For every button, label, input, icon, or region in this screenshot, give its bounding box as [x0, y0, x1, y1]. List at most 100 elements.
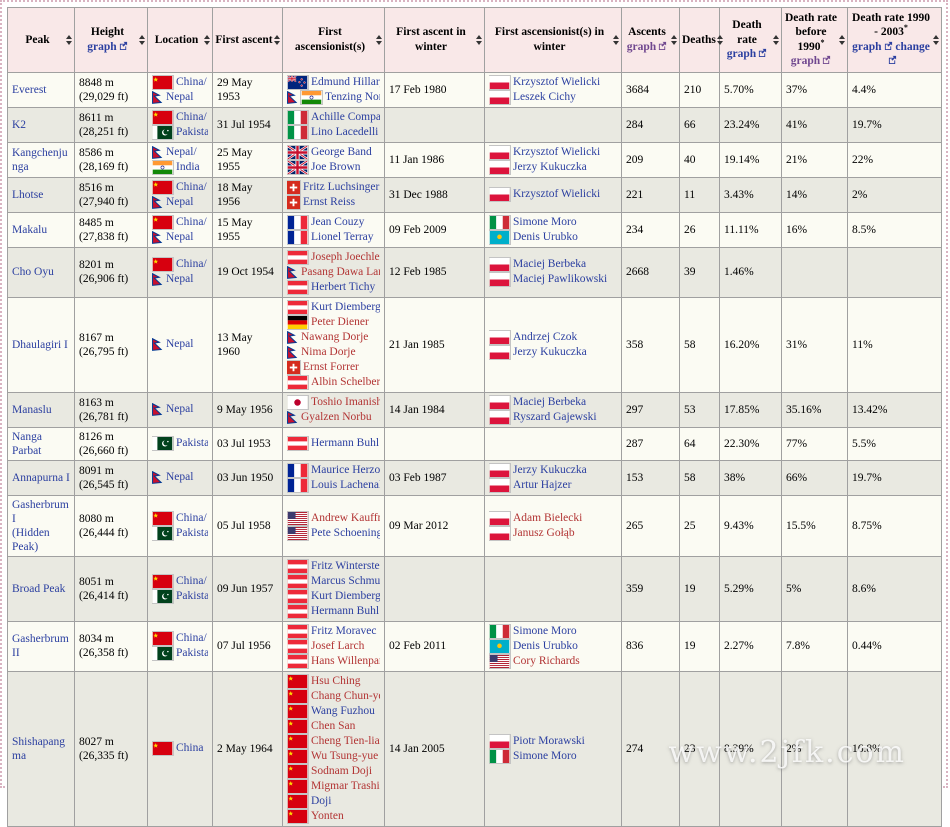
ascensionist-link[interactable]: Peter Diener — [311, 315, 369, 328]
sort-icon[interactable] — [376, 34, 382, 45]
ascensionist-link[interactable]: Simone Moro — [513, 215, 577, 228]
ascensionist-link[interactable]: Maciej Berbeka — [513, 258, 587, 270]
location-link[interactable]: India — [176, 160, 200, 173]
ascensionist-link[interactable]: Louis Lachenal — [311, 478, 380, 491]
location-link[interactable]: Pakistan[11] — [176, 125, 208, 138]
ascensionist-link[interactable]: Wu Tsung-yue — [311, 749, 379, 762]
column-header-first_ascent[interactable]: First ascent — [212, 7, 283, 73]
death_rate_1990_2003-change-link[interactable]: change — [886, 41, 930, 67]
ascensionist-link[interactable]: Lionel Terray — [311, 230, 374, 243]
location-link[interactable]: China/ — [176, 258, 207, 270]
peak-link[interactable]: Gasherbrum I — [12, 498, 69, 525]
ascensionist-link[interactable]: Hans Willenpart — [311, 654, 380, 667]
ascensionist-link[interactable]: Josef Larch — [311, 639, 365, 652]
location-link[interactable]: Nepal — [166, 471, 194, 483]
ascensionist-link[interactable]: Joe Brown — [311, 160, 361, 173]
death_rate_before_1990-graph-link[interactable]: graph — [791, 55, 831, 67]
ascensionist-link[interactable]: Leszek Cichy — [513, 90, 576, 103]
ascensionist-link[interactable]: Chen San — [311, 719, 356, 732]
column-header-ascents[interactable]: Ascents graph — [621, 7, 680, 73]
ascensionist-link[interactable]: Wang Fuzhou — [311, 704, 375, 717]
column-header-first_ascensionists[interactable]: First ascensionist(s) — [282, 7, 385, 73]
ascensionist-link[interactable]: Simone Moro — [513, 749, 577, 762]
sort-icon[interactable] — [66, 34, 72, 45]
ascensionist-link[interactable]: Tenzing Norgay — [325, 90, 380, 103]
location-link[interactable]: China/ — [176, 75, 207, 88]
location-link[interactable]: Pakistan — [176, 437, 208, 449]
column-header-death_rate_before_1990[interactable]: Death rate before 1990* graph — [781, 7, 848, 73]
column-header-winter_ascent[interactable]: First ascent in winter — [384, 7, 485, 73]
death_rate_1990_2003-graph-link[interactable]: graph — [852, 41, 892, 53]
ascensionist-link[interactable]: Denis Urubko — [513, 639, 578, 652]
sort-icon[interactable] — [773, 34, 779, 45]
ascensionist-link[interactable]: Nima Dorje — [301, 345, 356, 358]
location-link[interactable]: Pakistan[11] — [176, 526, 208, 539]
column-header-location[interactable]: Location — [147, 7, 213, 73]
ascensionist-link[interactable]: Kurt Diemberger — [311, 300, 380, 313]
column-header-death_rate_1990_2003[interactable]: Death rate 1990 - 2003* graph change — [847, 7, 942, 73]
peak-link[interactable]: Makalu — [12, 223, 48, 236]
peak-link[interactable]: Shishapangma — [12, 735, 66, 762]
ascents-graph-link[interactable]: graph — [627, 41, 667, 53]
ascensionist-link[interactable]: Jean Couzy — [311, 215, 365, 228]
sort-icon[interactable] — [613, 34, 619, 45]
column-header-peak[interactable]: Peak — [7, 7, 75, 73]
column-header-winter_ascensionists[interactable]: First ascensionist(s) in winter — [484, 7, 622, 73]
sort-icon[interactable] — [933, 34, 939, 45]
location-link[interactable]: Pakistan[11] — [176, 647, 208, 659]
height-graph-link[interactable]: graph — [87, 41, 127, 53]
ascensionist-link[interactable]: Doji — [311, 794, 332, 807]
location-link[interactable]: China/ — [176, 215, 207, 228]
peak-link[interactable]: Cho Oyu — [12, 266, 54, 278]
ascensionist-link[interactable]: Fritz Wintersteller — [311, 559, 380, 572]
ascensionist-link[interactable]: Krzysztof Wielicki — [513, 145, 601, 158]
peak-link[interactable]: Lhotse — [12, 188, 44, 201]
location-link[interactable]: China/ — [176, 511, 207, 524]
sort-icon[interactable] — [139, 34, 145, 45]
sort-icon[interactable] — [476, 34, 482, 45]
ascensionist-link[interactable]: Krzysztof Wielicki — [513, 75, 601, 88]
ascensionist-link[interactable]: Ernst Reiss — [303, 195, 356, 208]
ascensionist-link[interactable]: Piotr Morawski — [513, 734, 585, 747]
ascensionist-link[interactable]: Sodnam Doji — [311, 764, 373, 777]
ascensionist-link[interactable]: Andrew Kauffman — [311, 511, 380, 524]
location-link[interactable]: China/ — [176, 632, 207, 644]
ascensionist-link[interactable]: Krzysztof Wielicki — [513, 188, 601, 200]
ascensionist-link[interactable]: Gyalzen Norbu — [301, 410, 372, 423]
ascensionist-link[interactable]: Maciej Berbeka — [513, 395, 587, 408]
ascensionist-link[interactable]: Pasang Dawa Lama — [301, 265, 380, 278]
ascensionist-link[interactable]: Yonten — [311, 809, 344, 822]
sort-icon[interactable] — [716, 34, 723, 45]
ascensionist-link[interactable]: Ryszard Gajewski — [513, 410, 597, 423]
peak-link[interactable]: Dhaulagiri I — [12, 338, 68, 351]
ascensionist-link[interactable]: Toshio Imanishi — [311, 395, 380, 408]
location-link[interactable]: Nepal/ — [166, 145, 197, 158]
peak-link[interactable]: Broad Peak — [12, 582, 66, 595]
location-link[interactable]: Nepal — [166, 195, 194, 208]
peak-link[interactable]: Kangchenjunga — [12, 146, 68, 173]
ascensionist-link[interactable]: Artur Hajzer — [513, 478, 572, 491]
ascensionist-link[interactable]: George Band — [311, 145, 372, 158]
ascensionist-link[interactable]: Edmund Hillary — [311, 75, 380, 88]
ascensionist-link[interactable]: Fritz Luchsinger — [303, 180, 380, 193]
ascensionist-link[interactable]: Kurt Diemberger — [311, 589, 380, 602]
ascensionist-link[interactable]: Simone Moro — [513, 624, 577, 637]
peak-link[interactable]: Gasherbrum II — [12, 633, 69, 659]
ascensionist-link[interactable]: Janusz Gołąb — [513, 526, 575, 539]
ascensionist-link[interactable]: Pete Schoening — [311, 526, 380, 539]
ascensionist-link[interactable]: Cory Richards — [513, 654, 580, 667]
ascensionist-link[interactable]: Jerzy Kukuczka — [513, 160, 587, 173]
ascensionist-link[interactable]: Maurice Herzog — [311, 463, 380, 476]
peak-link[interactable]: Nanga Parbat — [12, 430, 43, 457]
peak-link[interactable]: K2 — [12, 118, 27, 131]
ascensionist-link[interactable]: Cheng Tien-liang — [311, 734, 380, 747]
peak-link[interactable]: Manaslu — [12, 403, 52, 416]
ascensionist-link[interactable]: Maciej Pawlikowski — [513, 273, 608, 285]
ascensionist-link[interactable]: Jerzy Kukuczka — [513, 463, 587, 476]
ascensionist-link[interactable]: Marcus Schmuck — [311, 574, 380, 587]
ascensionist-link[interactable]: Lino Lacedelli — [311, 125, 379, 138]
location-link[interactable]: Nepal — [166, 90, 194, 103]
location-link[interactable]: Pakistan[11] — [176, 589, 208, 602]
location-link[interactable]: China/ — [176, 574, 207, 587]
location-link[interactable]: Nepal — [166, 403, 194, 415]
